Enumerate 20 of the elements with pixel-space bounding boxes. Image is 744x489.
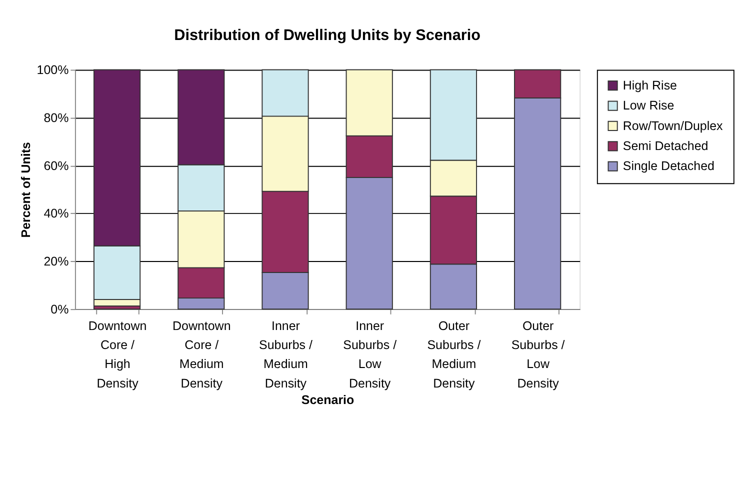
legend-label: Single Detached (622, 159, 715, 174)
x-tick-label: Downtown Core / Medium Density (172, 318, 231, 390)
x-tick-label: Inner Suburbs / Low Density (343, 318, 398, 390)
y-tick-label: 0% (50, 302, 69, 316)
legend-label: Low Rise (622, 98, 674, 113)
y-tick-label: 80% (44, 110, 69, 125)
chart-title: Distribution of Dwelling Units by Scenario (174, 26, 480, 44)
y-tick-label: 100% (36, 63, 69, 78)
x-tick-label: Inner Suburbs / Medium Density (259, 318, 313, 390)
x-axis-title: Scenario (301, 392, 355, 407)
y-tick-label: 40% (44, 206, 69, 221)
x-tick-label: Outer Suburbs / Medium Density (427, 318, 482, 390)
x-tick-label: Downtown Core / High Density (88, 318, 147, 390)
y-tick-label: 20% (44, 254, 69, 269)
legend-label: Semi Detached (622, 139, 708, 153)
y-axis-title: Percent of Units (19, 142, 34, 238)
x-tick-label: Outer Suburbs / Low Density (511, 318, 566, 390)
y-tick-label: 60% (44, 158, 69, 173)
legend-label: Row/Town/Duplex (622, 118, 724, 133)
legend-label: High Rise (622, 78, 678, 92)
